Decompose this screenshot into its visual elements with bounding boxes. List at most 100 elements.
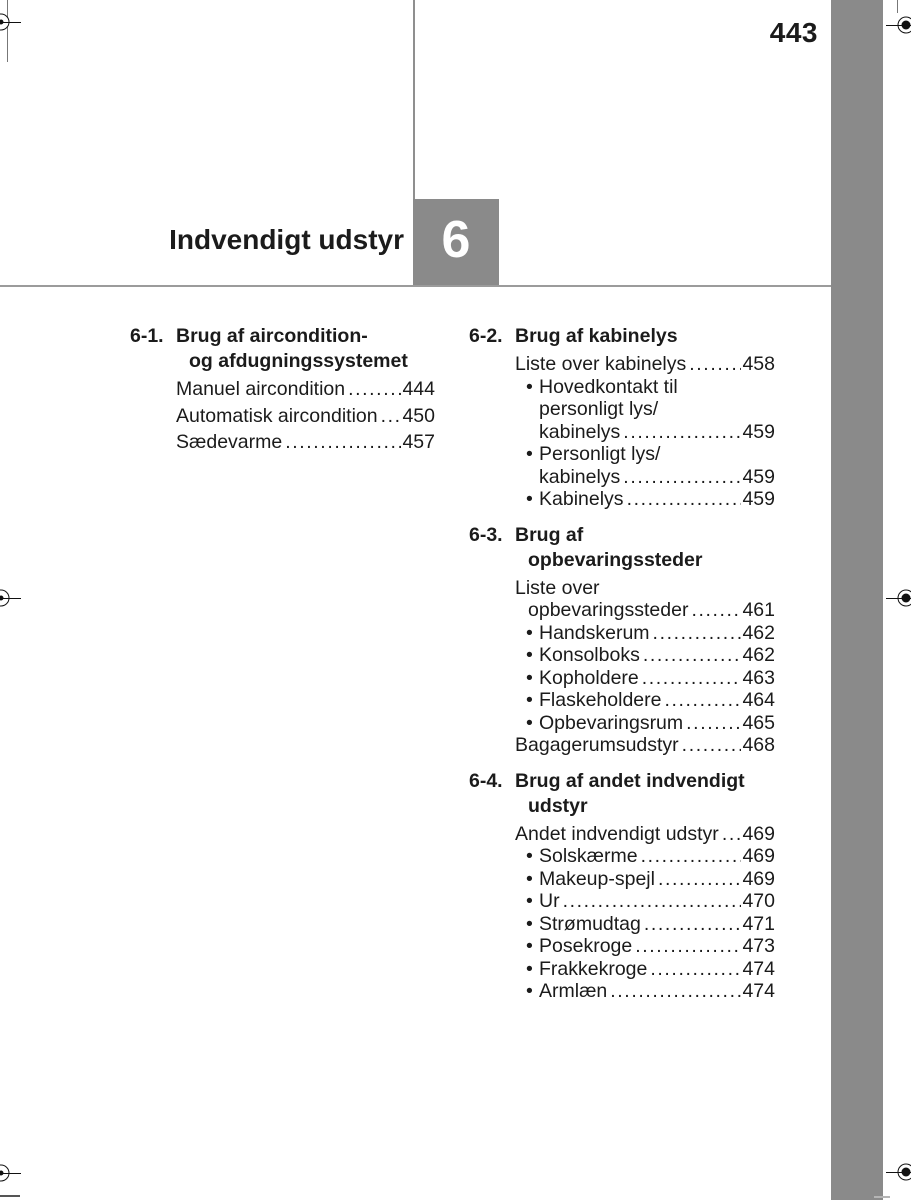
- trim-tick-bottom-left: [0, 1195, 20, 1197]
- toc-entry-line: Kopholdere 463: [539, 667, 775, 690]
- toc-section: 6-2. Brug af kabinelys Liste over kabinely…: [469, 324, 775, 511]
- toc-section-number: 6-1.: [130, 325, 164, 347]
- toc-entry-page: 469: [742, 845, 775, 867]
- bullet-icon: •: [526, 980, 533, 1002]
- toc-entry-line: Konsolboks 462: [539, 644, 775, 667]
- toc-section-title-line: udstyr: [528, 794, 588, 817]
- toc-entry-page: 469: [742, 867, 775, 890]
- toc-entry-text: Makeup-spejl: [539, 867, 655, 890]
- chapter-number: 6: [441, 211, 471, 269]
- registration-mark-icon: [0, 11, 21, 33]
- toc-entry-line: Hovedkontakt til: [539, 375, 678, 398]
- toc-entry-line: Bagagerumsudstyr 468: [515, 734, 775, 757]
- toc-entry: • Handskerum 462: [515, 622, 775, 645]
- leader-dots: [610, 980, 741, 1003]
- toc-column-left: 6-1. Brug af aircondition-og afdugningssy…: [130, 324, 435, 466]
- bullet-icon: •: [526, 621, 533, 644]
- toc-entry-page: 468: [742, 734, 775, 756]
- toc-entry-line: Makeup-spejl 469: [539, 868, 775, 891]
- chapter-number-tab: 6: [413, 199, 499, 285]
- toc-section-title: Brug af kabinelys: [515, 324, 775, 349]
- toc-entry-text: Liste over kabinelys: [515, 353, 687, 375]
- toc-section-title-line: Brug af aircondition-: [176, 325, 368, 347]
- toc-entry-line: Frakkekroge 474: [539, 958, 775, 981]
- toc-entry-text: Automatisk aircondition: [176, 404, 378, 427]
- leader-dots: [664, 689, 741, 712]
- toc-entry-text: kabinelys: [539, 465, 621, 488]
- toc-entry-line: opbevaringssteder 461: [515, 599, 775, 622]
- toc-entry-page: 459: [742, 420, 775, 443]
- toc-entry-page: 470: [742, 890, 775, 912]
- toc-section-title: Brug af aircondition-og afdugningssystem…: [176, 324, 435, 374]
- leader-dots: [285, 431, 401, 454]
- leader-dots: [623, 466, 741, 489]
- toc-entry: • Konsolboks 462: [515, 644, 775, 667]
- leader-dots: [623, 421, 741, 444]
- toc-entry-text: Opbevaringsrum: [539, 711, 684, 734]
- toc-entry-text: Ur: [539, 890, 560, 912]
- toc-entry-text: Flaskeholdere: [539, 689, 662, 711]
- toc-section-title-line: opbevaringssteder: [528, 548, 703, 571]
- bullet-icon: •: [526, 711, 533, 734]
- leader-dots: [722, 823, 742, 846]
- leader-dots: [627, 488, 742, 511]
- toc-entry-page: 469: [742, 822, 775, 845]
- toc-entry-line: Manuel aircondition 444: [176, 378, 435, 401]
- bullet-icon: •: [526, 375, 533, 398]
- leader-dots: [658, 868, 741, 891]
- toc-entry-page: 450: [402, 404, 435, 427]
- toc-entry-text: opbevaringssteder: [528, 599, 689, 621]
- toc-section-title: Brug af opbevaringssteder: [515, 523, 775, 573]
- toc-entry: • Ur 470: [515, 890, 775, 913]
- trim-line-top-right: [897, 0, 898, 13]
- toc-entry-line: Strømudtag 471: [539, 913, 775, 936]
- toc-entry: • Frakkekroge 474: [515, 958, 775, 981]
- leader-dots: [635, 935, 741, 958]
- toc-entry-line: Automatisk aircondition 450: [176, 405, 435, 428]
- leader-dots: [381, 405, 402, 428]
- toc-entry: Andet indvendigt udstyr 469: [515, 823, 775, 846]
- registration-mark-icon: [0, 587, 21, 609]
- toc-section-number: 6-3.: [469, 523, 503, 546]
- toc-entry-text: Sædevarme: [176, 431, 283, 453]
- toc-entry-line: Kabinelys 459: [539, 488, 775, 511]
- toc-entry-line: Posekroge 473: [539, 935, 775, 958]
- toc-entry: Automatisk aircondition 450: [176, 405, 435, 428]
- toc-entry-page: 463: [742, 666, 775, 689]
- leader-dots: [644, 913, 742, 936]
- toc-entry-page: 474: [742, 957, 775, 980]
- toc-entry-page: 458: [742, 353, 775, 375]
- toc-entry-line: Sædevarme 457: [176, 431, 435, 454]
- toc-entry-text: Frakkekroge: [539, 957, 648, 980]
- toc-entry-page: 444: [402, 378, 435, 400]
- toc-entry: • Opbevaringsrum 465: [515, 712, 775, 735]
- toc-section: 6-1. Brug af aircondition-og afdugningssy…: [130, 324, 435, 454]
- toc-entry-line: Andet indvendigt udstyr 469: [515, 823, 775, 846]
- toc-entry-text: Strømudtag: [539, 912, 641, 935]
- registration-mark-icon: [886, 1161, 911, 1183]
- bullet-icon: •: [526, 867, 533, 890]
- leader-dots: [641, 845, 742, 868]
- leader-dots: [348, 378, 401, 401]
- bullet-icon: •: [526, 443, 533, 465]
- toc-entry: Manuel aircondition 444: [176, 378, 435, 401]
- leader-dots: [691, 599, 741, 622]
- toc-entry-text: Bagagerumsudstyr: [515, 734, 679, 756]
- bullet-icon: •: [526, 890, 533, 912]
- toc-entry-text: Solskærme: [539, 845, 638, 867]
- toc-entry: • Armlæn 474: [515, 980, 775, 1003]
- toc-entry-text: Andet indvendigt udstyr: [515, 822, 719, 845]
- toc-entry-page: 473: [742, 935, 775, 957]
- chapter-edge-band: [831, 0, 883, 1200]
- toc-entry-line: Solskærme 469: [539, 845, 775, 868]
- toc-entry-line: Liste over: [515, 576, 600, 599]
- toc-section-title: Brug af andet indvendigt udstyr: [515, 769, 775, 819]
- leader-dots: [689, 353, 741, 376]
- toc-entry-page: 461: [742, 599, 775, 621]
- toc-entry: Sædevarme 457: [176, 431, 435, 454]
- toc-entry-page: 471: [742, 912, 775, 935]
- toc-entry-page: 457: [402, 431, 435, 453]
- toc-entry-text: Kopholdere: [539, 666, 639, 689]
- leader-dots: [686, 712, 741, 735]
- chapter-title: Indvendigt udstyr: [169, 224, 404, 255]
